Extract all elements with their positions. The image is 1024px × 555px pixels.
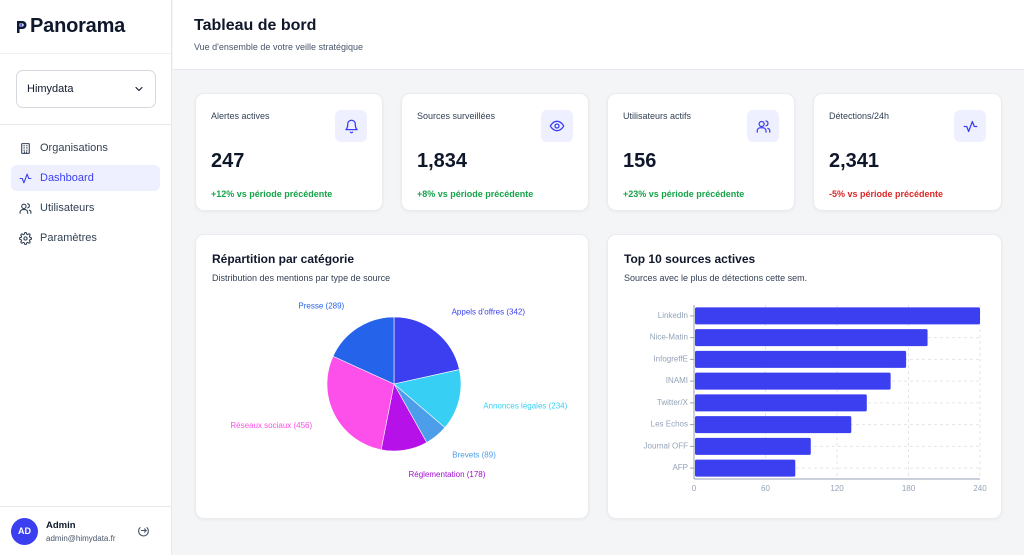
x-tick-label: 180: [902, 484, 916, 493]
pie-slice-label: Annonces légales (234): [483, 401, 567, 410]
y-tick-label: Journal OFF: [644, 441, 689, 450]
logout-icon[interactable]: [137, 524, 150, 537]
users-icon: [19, 202, 32, 214]
bar[interactable]: [695, 350, 907, 368]
panel-subtitle: Sources avec le plus de détections cette…: [624, 273, 808, 283]
sidebar-item-label: Utilisateurs: [40, 202, 95, 214]
pie-slice[interactable]: [393, 369, 462, 429]
y-tick-label: InfogreffE: [653, 354, 688, 363]
bell-icon: [344, 119, 358, 133]
stat-value: 1,834: [417, 150, 468, 172]
page-subtitle: Vue d'ensemble de votre veille stratégiq…: [194, 42, 363, 52]
stat-trend: +12% vs période précédente: [211, 189, 333, 199]
sidebar-item-label: Paramètres: [40, 232, 97, 244]
pie-slice-label: Brevets (89): [452, 450, 496, 459]
x-tick-label: 240: [973, 484, 987, 493]
panel-subtitle: Distribution des mentions par type de so…: [212, 273, 391, 283]
stat-icon-wrap: [541, 110, 573, 142]
building-icon: [21, 142, 30, 154]
panorama-logo-icon: [17, 20, 27, 33]
sidebar-item-dashboard[interactable]: Dashboard: [11, 165, 160, 191]
y-tick-label: AFP: [672, 463, 688, 472]
stat-value: 2,341: [829, 150, 880, 172]
stat-card-detections: Détections/24h 2,341 -5% vs période préc…: [813, 93, 1002, 211]
user-name: Admin: [46, 519, 76, 531]
bar[interactable]: [695, 329, 928, 347]
app-name: Panorama: [30, 15, 126, 37]
stat-trend: -5% vs période précédente: [829, 189, 944, 199]
stat-label: Utilisateurs actifs: [623, 111, 692, 121]
user-profile: AD Admin admin@himydata.fr: [0, 506, 172, 555]
stat-value: 156: [623, 150, 657, 172]
stat-trend: +23% vs période précédente: [623, 189, 745, 199]
bar-chart-panel: Top 10 sources actives Sources avec le p…: [607, 234, 1002, 519]
y-tick-label: Les Echos: [651, 420, 688, 429]
pie-slice-label: Presse (289): [298, 302, 344, 311]
panel-title: Top 10 sources actives: [624, 252, 756, 266]
org-selector-wrap: Himydata: [0, 54, 171, 125]
stat-label: Alertes actives: [211, 111, 270, 121]
bar[interactable]: [695, 416, 852, 434]
sidebar-item-organisations[interactable]: Organisations: [11, 135, 160, 161]
pie-chart-panel: Répartition par catégorie Distribution d…: [195, 234, 589, 519]
pie-slice-label: Appels d'offres (342): [452, 307, 526, 316]
bar[interactable]: [695, 307, 980, 325]
y-tick-label: Twitter/X: [657, 398, 689, 407]
stat-icon-wrap: [335, 110, 367, 142]
page-header: Tableau de bord Vue d'ensemble de votre …: [173, 0, 1024, 70]
x-tick-label: 0: [692, 484, 697, 493]
gear-icon: [19, 231, 32, 245]
org-selector-value: Himydata: [27, 83, 74, 95]
bar[interactable]: [695, 437, 811, 455]
stat-trend: +8% vs période précédente: [417, 189, 534, 199]
eye-icon: [549, 120, 565, 132]
sidebar-item-parametres[interactable]: Paramètres: [11, 225, 160, 251]
pie-slice-label: Réseaux sociaux (456): [230, 421, 312, 430]
y-tick-label: INAMI: [666, 376, 688, 385]
stat-label: Sources surveillées: [417, 111, 496, 121]
sidebar-item-utilisateurs[interactable]: Utilisateurs: [11, 195, 160, 221]
pie-slice-label: Réglementation (178): [408, 470, 485, 479]
pie-slice[interactable]: [393, 316, 460, 385]
user-email: admin@himydata.fr: [46, 533, 116, 543]
chevron-down-icon: [135, 86, 143, 92]
x-tick-label: 60: [761, 484, 770, 493]
stat-card-alertes: Alertes actives 247 +12% vs période préc…: [195, 93, 383, 211]
page-title: Tableau de bord: [194, 17, 317, 34]
activity-icon: [963, 120, 977, 132]
org-selector[interactable]: Himydata: [16, 70, 156, 108]
panel-title: Répartition par catégorie: [212, 252, 355, 266]
stat-label: Détections/24h: [829, 111, 890, 121]
users-icon: [756, 119, 770, 133]
sidebar-nav: Organisations Dashboard Utilisateurs Par…: [0, 125, 171, 251]
activity-icon: [19, 173, 32, 183]
stat-icon-wrap: [954, 110, 986, 142]
stat-value: 247: [211, 150, 245, 172]
x-tick-label: 120: [830, 484, 844, 493]
brand: Panorama: [0, 0, 171, 54]
stat-card-utilisateurs: Utilisateurs actifs 156 +23% vs période …: [607, 93, 795, 211]
pie-chart: Appels d'offres (342) Annonces légales (2…: [230, 302, 567, 479]
bar[interactable]: [695, 459, 796, 477]
bar[interactable]: [695, 372, 891, 390]
pie-slice[interactable]: [332, 316, 395, 385]
pie-slice[interactable]: [326, 355, 395, 451]
stat-icon-wrap: [747, 110, 779, 142]
sidebar: Panorama Himydata Organisations Dashboar…: [0, 0, 172, 555]
bar[interactable]: [695, 394, 867, 412]
avatar[interactable]: AD: [11, 517, 38, 545]
sidebar-item-label: Dashboard: [40, 172, 94, 184]
stat-card-sources: Sources surveillées 1,834 +8% vs période…: [401, 93, 589, 211]
y-tick-label: LinkedIn: [658, 311, 688, 320]
bar-chart: 0 60 120 180 240 LinkedIn Nice-Matin InfogreffE…: [644, 305, 987, 493]
y-tick-label: Nice-Matin: [650, 333, 688, 342]
sidebar-item-label: Organisations: [40, 142, 108, 154]
